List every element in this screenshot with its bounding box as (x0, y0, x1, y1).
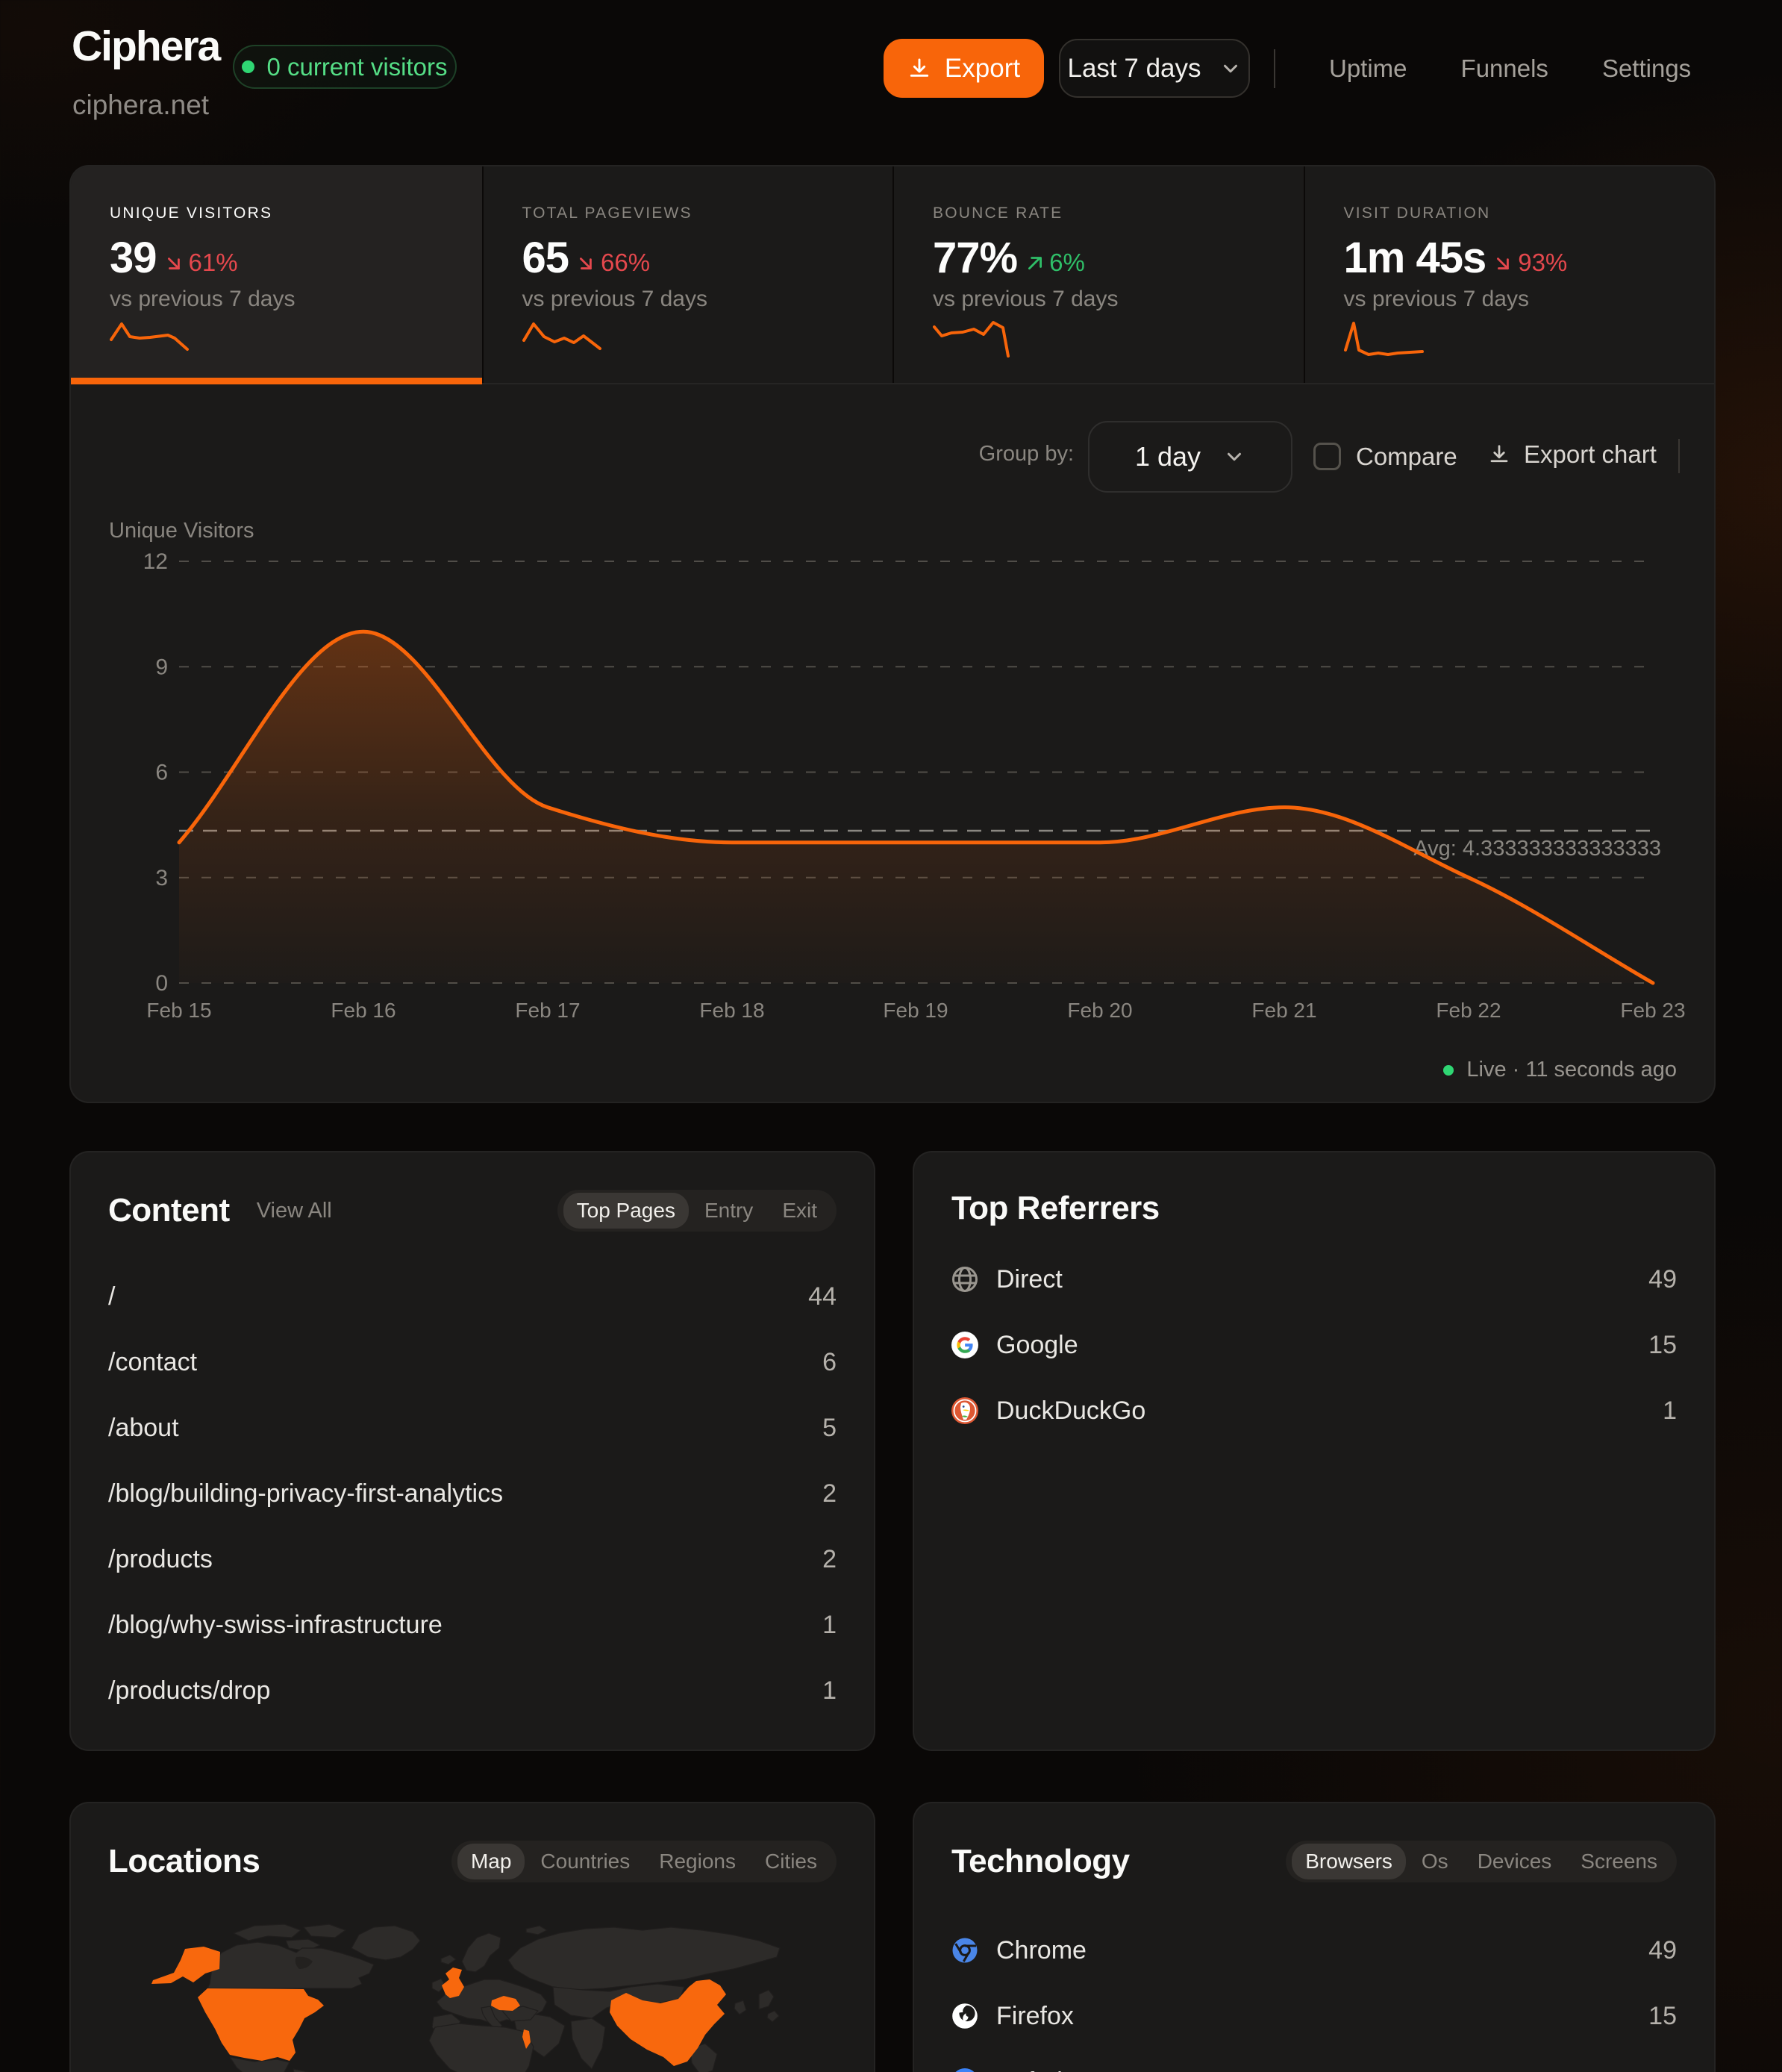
svg-text:Feb 20: Feb 20 (1067, 999, 1132, 1022)
svg-text:Feb 17: Feb 17 (515, 999, 580, 1022)
svg-text:Feb 21: Feb 21 (1251, 999, 1316, 1022)
svg-text:12: 12 (143, 549, 168, 574)
svg-text:Feb 16: Feb 16 (331, 999, 396, 1022)
svg-text:6: 6 (155, 761, 168, 785)
svg-text:Avg: 4.333333333333333: Avg: 4.333333333333333 (1413, 837, 1661, 861)
svg-text:Unique Visitors: Unique Visitors (109, 519, 254, 543)
svg-text:Feb 15: Feb 15 (146, 999, 211, 1022)
svg-text:Feb 23: Feb 23 (1620, 999, 1685, 1022)
svg-text:Feb 18: Feb 18 (699, 999, 764, 1022)
svg-text:0: 0 (155, 971, 168, 996)
svg-text:3: 3 (155, 866, 168, 890)
svg-text:Feb 19: Feb 19 (883, 999, 948, 1022)
svg-text:Feb 22: Feb 22 (1436, 999, 1501, 1022)
svg-text:9: 9 (155, 655, 168, 679)
